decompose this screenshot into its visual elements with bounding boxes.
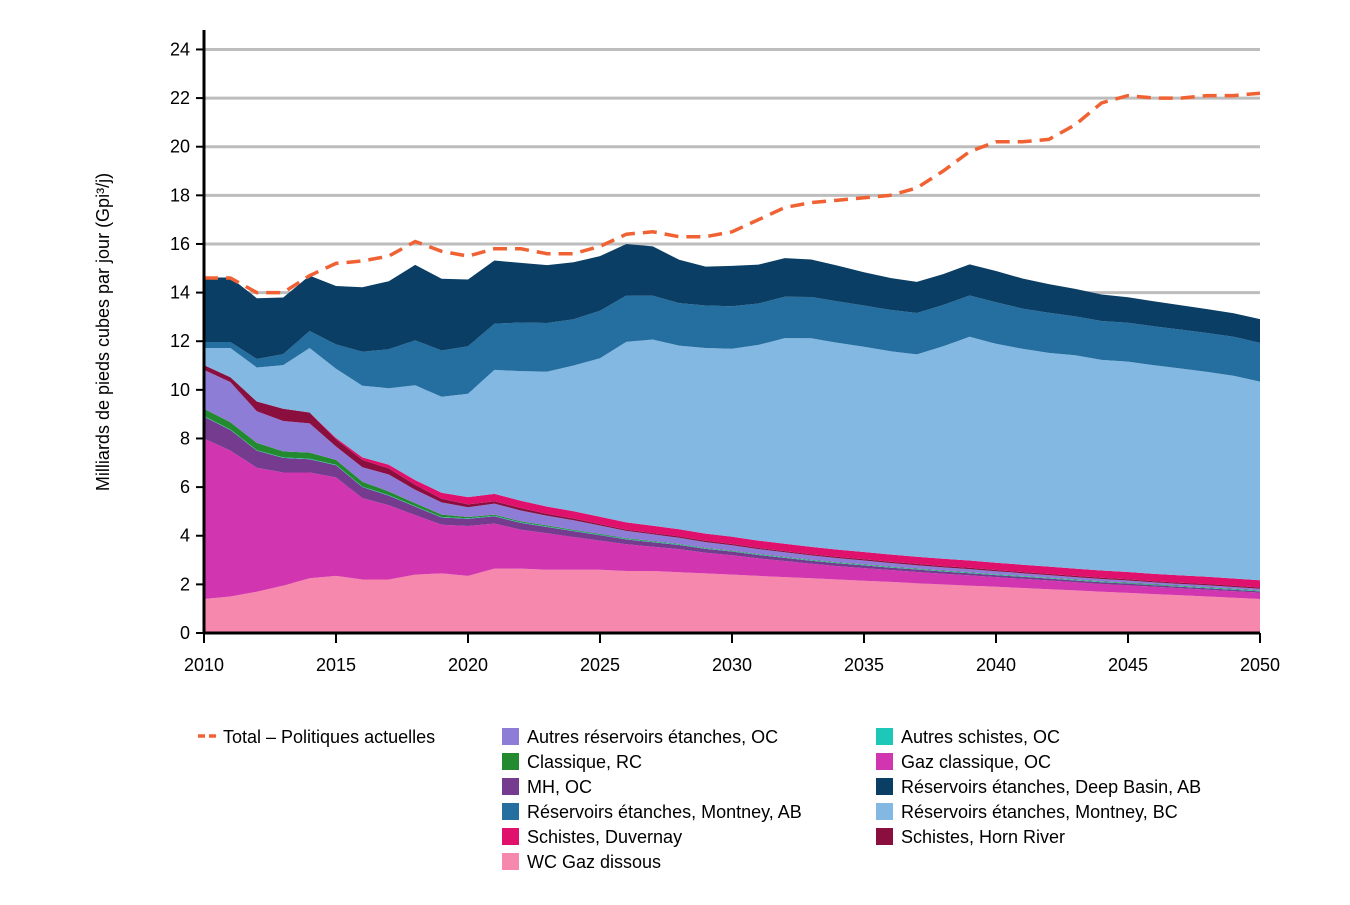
legend-label: Schistes, Duvernay [527,827,682,847]
legend-label: WC Gaz dissous [527,852,661,872]
legend-swatch [876,753,893,770]
legend-label: Réservoirs étanches, Deep Basin, AB [901,777,1201,797]
y-tick-label: 6 [180,477,190,497]
y-tick-label: 16 [170,234,190,254]
y-tick-label: 14 [170,283,190,303]
legend-label: Autres réservoirs étanches, OC [527,727,778,747]
legend-label: MH, OC [527,777,592,797]
legend-label: Classique, RC [527,752,642,772]
legend-swatch [876,803,893,820]
y-axis-title: Milliards de pieds cubes par jour (Gpi³/… [93,173,113,491]
legend-swatch [502,803,519,820]
area-gaz-classique-oc [204,438,1260,599]
y-tick-label: 2 [180,574,190,594]
x-tick-label: 2010 [184,655,224,675]
area-schistes-duvernay [204,365,1260,588]
y-tick-label: 0 [180,623,190,643]
x-tick-label: 2025 [580,655,620,675]
legend: Total – Politiques actuelles Autres réser… [198,727,1201,872]
y-tick-label: 4 [180,526,190,546]
x-tick-label: 2040 [976,655,1016,675]
x-tick-label: 2045 [1108,655,1148,675]
legend-label: Autres schistes, OC [901,727,1060,747]
total-line-layer [204,91,1261,295]
legend-swatch [502,753,519,770]
legend-swatch [876,778,893,795]
legend-swatch [502,728,519,745]
legend-swatch [502,778,519,795]
area-series [204,244,1260,633]
y-tick-label: 8 [180,428,190,448]
legend-swatch [876,728,893,745]
x-tick-label: 2030 [712,655,752,675]
y-tick-label: 10 [170,380,190,400]
legend-swatch [502,828,519,845]
area-reservoirs-etanches-montney-bc [204,336,1260,581]
legend-label: Réservoirs étanches, Montney, AB [527,802,802,822]
y-tick-label: 12 [170,331,190,351]
legend-swatch [876,828,893,845]
legend-swatch [502,853,519,870]
y-tick-label: 20 [170,137,190,157]
x-tick-label: 2050 [1240,655,1280,675]
x-tick-label: 2035 [844,655,884,675]
y-tick-label: 24 [170,39,190,59]
legend-label: Réservoirs étanches, Montney, BC [901,802,1178,822]
legend-label: Total – Politiques actuelles [223,727,435,747]
y-tick-label: 22 [170,88,190,108]
area-reservoirs-etanches-montney-ab [204,295,1260,397]
area-reservoirs-etanches-deep-basin-ab [204,244,1260,359]
area-wc-gaz-dissous [204,568,1260,633]
x-tick-label: 2015 [316,655,356,675]
legend-label: Gaz classique, OC [901,752,1051,772]
legend-label: Schistes, Horn River [901,827,1065,847]
area-autres-reservoirs-etanches-oc [204,369,1260,591]
total-line [204,91,1261,295]
y-tick-label: 18 [170,185,190,205]
x-tick-label: 2020 [448,655,488,675]
